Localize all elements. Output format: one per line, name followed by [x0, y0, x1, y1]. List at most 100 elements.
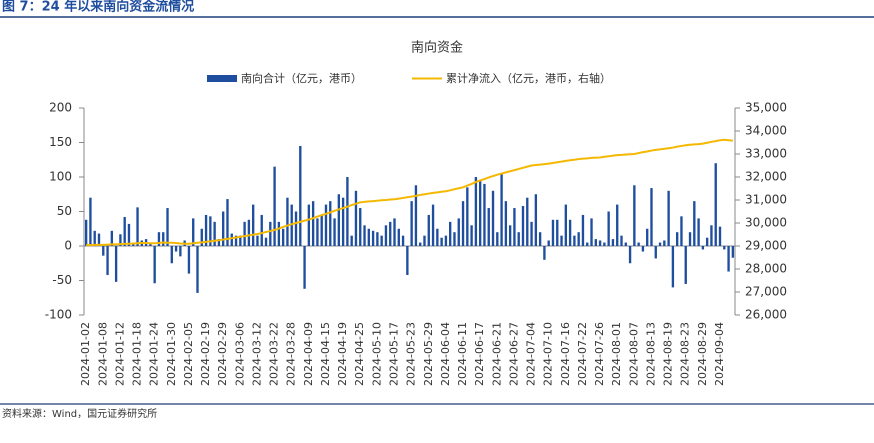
bar — [676, 232, 679, 246]
x-tick-label: 2024-04-19 — [336, 322, 349, 386]
x-tick-label: 2024-07-10 — [542, 322, 555, 386]
bar — [598, 240, 602, 246]
bar — [697, 218, 700, 246]
bar — [663, 240, 666, 246]
bar — [491, 190, 495, 246]
bar — [530, 221, 533, 246]
x-tick-label: 2024-05-17 — [388, 322, 401, 386]
bar — [200, 228, 203, 246]
bar — [714, 163, 717, 246]
bar — [324, 204, 328, 246]
bar — [170, 246, 173, 264]
y2-tick-label: 33,000 — [745, 147, 787, 161]
bar — [449, 221, 452, 246]
x-tick-label: 2024-01-12 — [113, 322, 126, 386]
bar — [680, 216, 683, 246]
x-tick-label: 2024-06-04 — [439, 322, 452, 386]
bar — [273, 166, 276, 246]
bar — [658, 242, 662, 246]
bar — [470, 225, 473, 246]
bar — [538, 232, 542, 246]
bar — [316, 218, 319, 246]
y2-tick-label: 29,000 — [745, 239, 787, 253]
bar — [624, 242, 627, 246]
bar — [127, 223, 131, 246]
bar — [504, 201, 508, 246]
x-tick-label: 2024-02-05 — [182, 322, 195, 386]
bar — [286, 197, 289, 246]
bar — [667, 190, 670, 246]
bar — [641, 246, 645, 252]
bar — [646, 228, 649, 246]
bar — [294, 211, 298, 246]
bar — [611, 239, 615, 246]
y2-tick-label: 32,000 — [745, 170, 787, 184]
bar — [162, 232, 165, 246]
bar — [616, 204, 619, 246]
bar — [534, 194, 538, 246]
y-tick-label: -100 — [45, 308, 72, 322]
x-tick-label: 2024-03-06 — [233, 322, 246, 386]
bar — [89, 197, 92, 246]
x-tick-label: 2024-01-02 — [79, 322, 92, 386]
x-tick-label: 2024-09-04 — [713, 322, 726, 386]
x-tick-label: 2024-05-10 — [370, 322, 383, 386]
bar — [204, 214, 208, 246]
bar — [628, 246, 632, 264]
x-tick-label: 2024-06-21 — [490, 322, 503, 386]
y-tick-label: 200 — [49, 101, 72, 115]
bar — [251, 204, 255, 246]
bar — [543, 246, 546, 260]
y2-tick-label: 30,000 — [745, 216, 787, 230]
bar — [397, 228, 400, 246]
bar — [346, 177, 349, 246]
bar — [192, 218, 195, 246]
bar — [110, 230, 114, 246]
bar — [688, 232, 692, 246]
x-tick-label: 2024-08-29 — [696, 322, 709, 386]
y2-tick-label: 27,000 — [745, 285, 787, 299]
bar — [350, 235, 353, 246]
bar — [727, 246, 730, 272]
bar — [556, 219, 559, 246]
bar — [264, 237, 268, 246]
bar — [573, 235, 576, 246]
x-tick-label: 2024-06-11 — [456, 322, 469, 386]
bar — [551, 219, 555, 246]
bar — [213, 221, 216, 246]
bar — [256, 235, 259, 246]
bar — [620, 235, 623, 246]
bar — [440, 237, 443, 246]
bar — [136, 207, 139, 246]
bar — [423, 235, 426, 246]
x-tick-label: 2024-07-22 — [576, 322, 589, 386]
y-tick-label: 0 — [64, 239, 72, 253]
bar — [320, 214, 323, 246]
bar — [341, 197, 345, 246]
bar — [457, 218, 460, 246]
bar — [577, 232, 580, 246]
bar — [329, 201, 332, 246]
bar — [84, 219, 88, 246]
x-tick-label: 2024-05-29 — [422, 322, 435, 386]
bar — [354, 190, 358, 246]
bar — [474, 177, 478, 246]
bar — [406, 246, 409, 275]
y2-tick-label: 31,000 — [745, 193, 787, 207]
bar — [290, 204, 293, 246]
x-tick-label: 2024-04-15 — [319, 322, 332, 386]
bar — [363, 225, 366, 246]
bar — [281, 228, 285, 246]
y2-tick-label: 28,000 — [745, 262, 787, 276]
bar — [333, 218, 336, 246]
bar — [132, 243, 135, 246]
bar — [153, 246, 156, 284]
bar — [564, 204, 568, 246]
bar — [234, 235, 238, 246]
source: 资料来源：Wind，国元证券研究所 — [2, 407, 157, 420]
bar — [303, 246, 306, 289]
bar — [466, 187, 469, 246]
bar — [603, 242, 606, 246]
bar — [222, 211, 225, 246]
bar — [371, 230, 375, 246]
